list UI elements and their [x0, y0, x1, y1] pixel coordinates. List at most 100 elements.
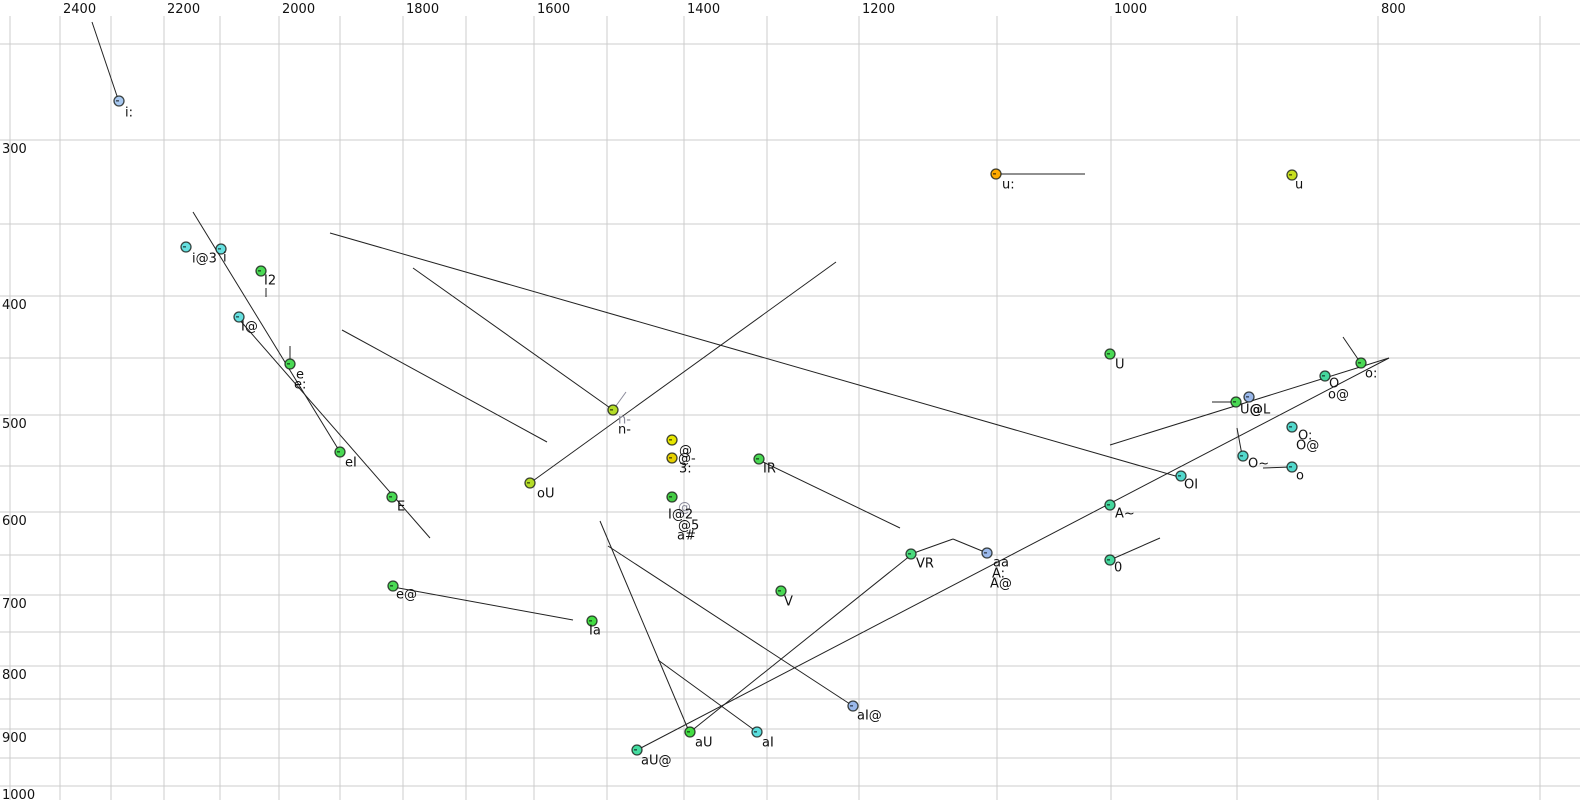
x-axis-tick-label: 1600 [537, 2, 570, 17]
x-axis-tick-label: 1000 [1114, 2, 1147, 17]
point-label-I@2: I@2 [668, 508, 693, 523]
point-label-o:: o: [1365, 367, 1377, 382]
y-axis-tick-label: 500 [2, 417, 27, 432]
point-center-mark [1358, 362, 1361, 364]
point-label-VR: VR [916, 557, 934, 572]
point-center-mark [1107, 504, 1110, 506]
x-axis-tick-label: 2400 [63, 2, 96, 17]
x-axis-tick-label: 1400 [687, 2, 720, 17]
x-axis-tick-label: 1800 [406, 2, 439, 17]
connector-line [412, 267, 614, 411]
point-label-i: i [223, 251, 227, 266]
y-axis-tick-label: 1000 [2, 788, 35, 800]
point-center-mark [850, 705, 853, 707]
point-center-mark [116, 100, 119, 102]
point-label-O: o@ [1328, 388, 1349, 403]
point-label-e: e [296, 368, 304, 383]
point-center-mark [337, 451, 340, 453]
point-center-mark [669, 457, 672, 459]
point-center-mark [1178, 475, 1181, 477]
point-center-mark [258, 270, 261, 272]
point-label-O:: O: [1298, 429, 1312, 444]
y-axis-tick-label: 800 [2, 668, 27, 683]
point-label-E: E [397, 500, 405, 515]
connector-line [341, 329, 548, 443]
connector-line [952, 538, 988, 554]
point-label-i:: i: [125, 106, 133, 121]
point-label-aI@: aI@ [857, 709, 882, 724]
point-label-Ia: Ia [589, 624, 601, 639]
point-label-n-: n- [618, 413, 631, 428]
point-center-mark [389, 496, 392, 498]
point-label-@L: @L [1250, 403, 1271, 418]
point-center-mark [1289, 426, 1292, 428]
point-center-mark [778, 590, 781, 592]
connector-line [329, 232, 1180, 478]
point-label-OI: OI [1184, 478, 1198, 493]
point-label-u: u [1295, 178, 1303, 193]
point-center-mark [1107, 559, 1110, 561]
point-label-e@: e@ [396, 588, 417, 603]
connector-line [636, 357, 1390, 751]
y-axis-tick-label: 600 [2, 514, 27, 529]
x-axis-tick-label: 800 [1381, 2, 1406, 17]
point-label-I@: I@ [241, 320, 258, 335]
point-label-O: O [1329, 377, 1339, 392]
point-label-V: V [784, 595, 793, 610]
point-center-mark [1289, 174, 1292, 176]
connector-line [392, 586, 574, 621]
point-center-mark [218, 248, 221, 250]
point-center-mark [984, 552, 987, 554]
point-center-mark [756, 458, 759, 460]
y-axis-tick-label: 300 [2, 142, 27, 157]
point-center-mark [1107, 353, 1110, 355]
point-center-mark [1246, 396, 1249, 398]
connector-line [91, 21, 119, 100]
point-label-o: o [1296, 469, 1304, 484]
point-label-i@3: i@3 [192, 252, 217, 267]
point-center-mark [634, 749, 637, 751]
connector-line [758, 459, 901, 529]
point-label-IR: IR [763, 462, 776, 477]
point-label-u:: u: [1002, 178, 1015, 193]
connector-line [529, 261, 837, 484]
point-label-O:: O@ [1296, 439, 1319, 454]
point-center-mark [687, 731, 690, 733]
point-label-oU: oU [537, 487, 554, 502]
connector-line [599, 520, 689, 730]
point-center-mark [1233, 401, 1236, 403]
connector-line [1236, 427, 1243, 456]
point-label-I@2: a# [677, 529, 696, 544]
connector-line [1109, 537, 1161, 561]
point-center-mark [527, 482, 530, 484]
point-center-mark [669, 439, 672, 441]
point-center-mark [993, 173, 996, 175]
connector-line [1342, 336, 1361, 363]
point-label-I2: I2 [264, 274, 276, 289]
point-center-mark [287, 363, 290, 365]
y-axis-tick-label: 900 [2, 731, 27, 746]
y-axis-tick-label: 400 [2, 298, 27, 313]
x-axis-tick-label: 2200 [167, 2, 200, 17]
point-center-mark [390, 585, 393, 587]
point-label-aa: A@ [990, 577, 1012, 592]
connector-line [192, 211, 341, 453]
point-label-n-: n- [618, 423, 631, 438]
connector-line [607, 545, 854, 707]
x-axis-tick-label: 1200 [862, 2, 895, 17]
point-label-U: U [1115, 358, 1125, 373]
point-label-aa: aa [993, 556, 1009, 571]
point-label-eI: eI [345, 456, 357, 471]
point-label-O~: O~ [1248, 457, 1269, 472]
point-label-aU@: aU@ [641, 754, 671, 769]
connector-line [910, 538, 954, 555]
point-label-A~: A~ [1115, 507, 1135, 522]
point-center-mark [589, 620, 592, 622]
point-label-aU: aU [695, 736, 712, 751]
connector-line [1262, 466, 1292, 469]
point-label-@: @ [679, 444, 692, 459]
point-label-e: e: [294, 378, 306, 393]
connector-line [689, 554, 912, 733]
